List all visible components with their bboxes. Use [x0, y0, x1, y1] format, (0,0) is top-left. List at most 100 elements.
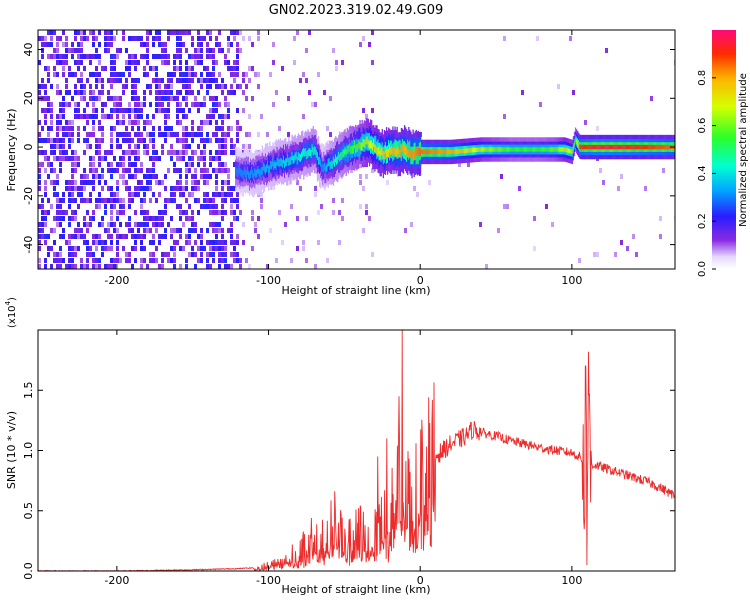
spectrogram-cell	[56, 204, 59, 209]
spectrogram-cell	[413, 186, 416, 191]
spectrogram-cell	[236, 138, 239, 143]
spectrogram-cell	[215, 60, 218, 65]
spectrogram-cell	[371, 252, 374, 257]
spectrogram-cell	[215, 84, 218, 89]
spectrogram-cell	[113, 108, 116, 113]
spectrogram-cell	[500, 174, 503, 179]
spectrogram-cell	[341, 216, 344, 221]
spectrogram-cell	[227, 132, 230, 137]
spectrogram-cell	[92, 216, 95, 221]
spectrogram-cell	[95, 144, 98, 149]
spectrogram-cell	[110, 54, 113, 59]
ridge-segment	[406, 147, 408, 156]
spectrogram-cell	[209, 96, 212, 101]
spectrogram-cell	[158, 54, 161, 59]
ridge-segment	[588, 144, 591, 150]
spectrogram-cell	[209, 174, 212, 179]
spectrogram-cell	[185, 198, 188, 203]
spectrogram-cell	[227, 186, 230, 191]
ridge-segment	[392, 148, 394, 156]
ridge-segment	[437, 149, 440, 155]
ridge-segment	[528, 147, 530, 152]
spectrogram-cell	[146, 132, 149, 137]
spectrogram-cell	[98, 126, 101, 131]
spectrogram-cell	[155, 228, 158, 233]
spectrogram-cell	[182, 222, 185, 227]
ridge-segment	[274, 160, 276, 169]
spectrogram-cell	[176, 102, 179, 107]
spectrogram-cell	[92, 36, 95, 41]
spectrogram-cell	[194, 174, 197, 179]
spectrogram-cell	[218, 246, 221, 251]
spectrogram-cell	[191, 42, 194, 47]
spectrogram-cell	[485, 264, 488, 269]
spectrogram-cell	[215, 102, 218, 107]
spectrogram-cell	[179, 186, 182, 191]
spectrogram-cell	[200, 54, 203, 59]
spectrogram-cell	[200, 132, 203, 137]
spectrogram-cell	[221, 210, 224, 215]
spectrogram-cell	[158, 102, 161, 107]
ridge-segment	[581, 144, 583, 150]
spectrogram-cell	[179, 264, 182, 269]
spectrogram-cell	[80, 192, 83, 197]
ridge-segment	[609, 144, 612, 150]
spectrogram-cell	[56, 216, 59, 221]
spectrogram-cell	[233, 72, 236, 77]
ridge-segment	[664, 144, 666, 150]
ridge-segment	[647, 144, 649, 150]
spectrogram-cell	[221, 192, 224, 197]
ridge-segment	[291, 152, 293, 170]
ridge-segment	[513, 147, 515, 152]
spectrogram-cell	[164, 120, 167, 125]
ridge-segment	[280, 158, 283, 167]
spectrogram-cell	[71, 96, 74, 101]
spectrogram-cell	[98, 144, 101, 149]
ridge-segment	[583, 144, 585, 150]
spectrogram-cell	[161, 54, 164, 59]
spectrogram-cell	[194, 198, 197, 203]
spectrogram-cell	[128, 186, 131, 191]
spectrogram-cell	[125, 186, 128, 191]
spectrogram-cell	[245, 84, 248, 89]
spectrogram-cell	[50, 144, 53, 149]
spectrogram-cell	[101, 78, 104, 83]
spectrogram-cell	[164, 42, 167, 47]
spectrogram-cell	[605, 48, 608, 53]
ridge-segment	[549, 147, 551, 152]
spectrogram-cell	[89, 162, 92, 167]
spectrogram-cell	[140, 180, 143, 185]
spectrogram-cell	[86, 174, 89, 179]
ridge-segment	[466, 148, 468, 153]
spectrogram-cell	[143, 144, 146, 149]
ridge-segment	[340, 152, 342, 161]
spectrogram-cell	[50, 108, 53, 113]
ridge-segment	[596, 144, 598, 150]
spectrogram-cell	[89, 222, 92, 227]
spectrogram-cell	[104, 42, 107, 47]
ridge-segment	[420, 149, 423, 155]
spectrogram-cell	[197, 126, 200, 131]
spectrogram-cell	[521, 90, 524, 95]
spectrogram-cell	[182, 30, 185, 35]
spectrogram-cell	[230, 222, 233, 227]
spectrogram-cell	[41, 36, 44, 41]
spectrogram-cell	[206, 168, 209, 173]
spectrogram-cell	[74, 48, 77, 53]
spectrogram-cell	[185, 114, 188, 119]
spectrogram-cell	[149, 186, 152, 191]
spectrogram-cell	[116, 192, 119, 197]
spectrogram-cell	[98, 264, 101, 269]
spectrogram-cell	[185, 96, 188, 101]
spectrogram-cell	[137, 156, 140, 161]
spectrogram-cell	[59, 102, 62, 107]
spectrogram-cell	[71, 162, 74, 167]
spectrogram-cell	[98, 96, 101, 101]
spectrogram-cell	[65, 102, 68, 107]
spectrogram-cell	[53, 72, 56, 77]
spectrogram-cell	[68, 258, 71, 263]
spectrogram-cell	[179, 72, 182, 77]
ridge-segment	[639, 144, 641, 150]
bottom-x-axis-label: Height of straight line (km)	[281, 583, 430, 596]
spectrogram-cell	[224, 96, 227, 101]
